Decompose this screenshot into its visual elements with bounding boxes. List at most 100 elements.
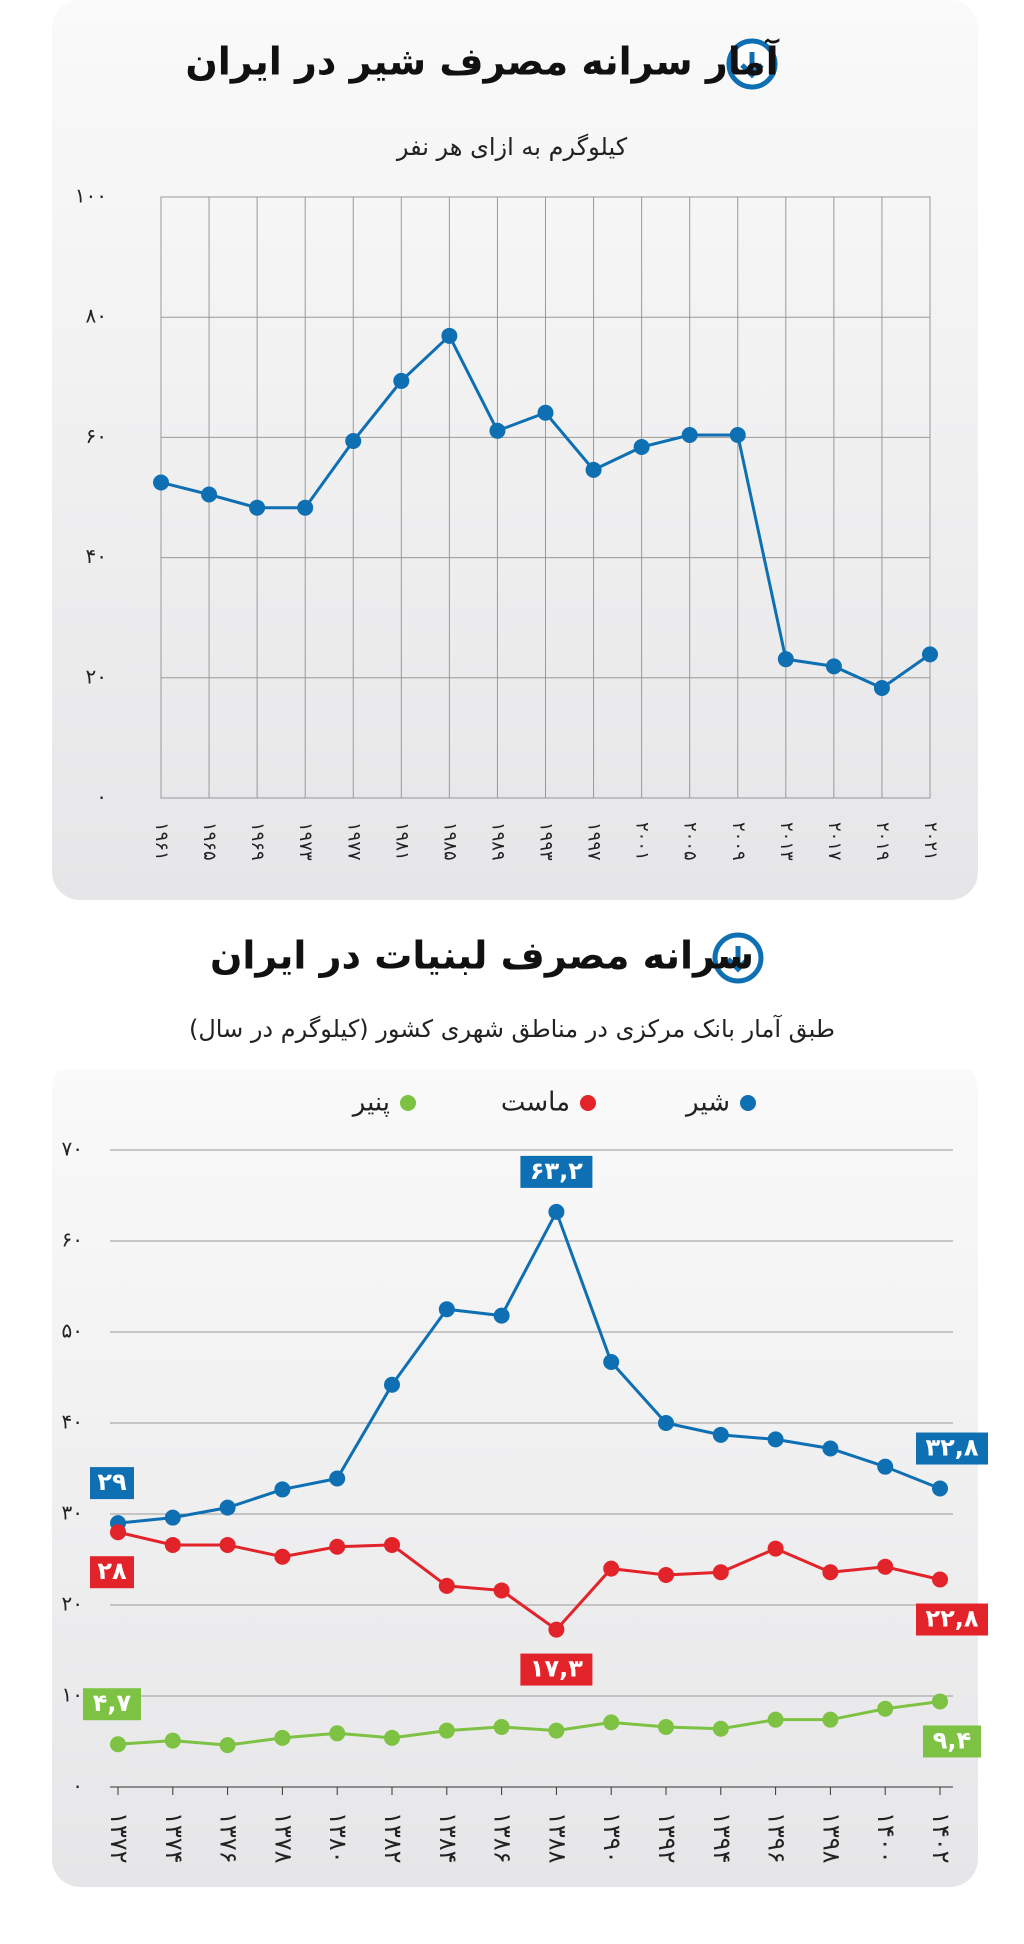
data-point (441, 327, 458, 344)
x-tick-label: ۱۳۸۰ (324, 1812, 352, 1864)
x-tick-label: ۱۳۹۰ (598, 1812, 626, 1864)
y-tick-label: ۴۰ (86, 544, 107, 568)
value-label-bg (916, 1603, 988, 1636)
x-tick-label: ۲۰۱۳ (776, 822, 797, 861)
data-point (603, 1714, 620, 1731)
x-tick-label: ۲۰۱۷ (824, 822, 845, 861)
legend-marker (580, 1095, 596, 1111)
y-tick-label: ۶۰ (62, 1228, 83, 1252)
data-point (548, 1722, 565, 1739)
value-label-bg (90, 1467, 134, 1500)
x-tick-label: ۱۳۷۴ (160, 1812, 188, 1864)
data-point (438, 1577, 455, 1594)
y-tick-label: ۰ (72, 1774, 83, 1798)
data-point (489, 422, 506, 439)
data-point (603, 1560, 620, 1577)
data-point (110, 1736, 126, 1753)
value-label-bg (83, 1688, 141, 1721)
data-point (110, 1524, 126, 1541)
data-point (712, 1564, 729, 1581)
y-tick-label: ۰ (96, 785, 107, 809)
x-tick-label: ۱۳۷۶ (215, 1812, 243, 1864)
data-point (297, 499, 314, 516)
value-label: ۶۳,۲ (530, 1157, 583, 1185)
data-point (777, 651, 794, 668)
chart-subtitle: طبق آمار بانک مرکزی در مناطق شهری کشور (… (189, 1014, 835, 1043)
data-point (932, 1571, 948, 1588)
data-point (493, 1582, 510, 1599)
x-tick-label: ۱۳۸۲ (379, 1812, 407, 1864)
legend-label: پنیر (351, 1088, 390, 1118)
data-point (537, 404, 554, 421)
x-tick-label: ۱۹۹۳ (536, 822, 557, 861)
y-tick-label: ۷۰ (62, 1137, 83, 1161)
y-tick-label: ۱۰۰ (75, 184, 107, 208)
x-tick-label: ۱۳۹۲ (653, 1812, 681, 1864)
data-point (633, 439, 650, 456)
value-label: ۱۷,۳ (530, 1655, 583, 1683)
x-tick-label: ۱۹۶۹ (247, 822, 268, 861)
legend-label: ماست (501, 1088, 570, 1118)
x-tick-label: ۱۳۷۸ (269, 1812, 297, 1864)
value-label-bg (90, 1556, 134, 1589)
data-point (345, 433, 362, 450)
data-point (249, 499, 266, 516)
data-point (274, 1481, 291, 1498)
data-point (825, 658, 842, 675)
data-point (873, 680, 890, 697)
x-tick-label: ۱۳۸۸ (543, 1812, 571, 1864)
plot-frame (160, 196, 931, 799)
y-tick-label: ۵۰ (62, 1319, 83, 1343)
panel (52, 1060, 978, 1887)
x-tick-label: ۲۰۲۱ (920, 822, 941, 861)
x-tick-label: ۱۳۹۴ (708, 1812, 736, 1864)
y-tick-label: ۲۰ (62, 1592, 83, 1616)
panel (52, 0, 978, 900)
value-label: ۳۲,۸ (925, 1434, 978, 1462)
chart-subtitle: کیلوگرم به ازای هر نفر (396, 133, 628, 161)
data-point (822, 1711, 839, 1728)
data-point (658, 1718, 674, 1735)
data-point (493, 1718, 510, 1735)
value-label: ۲۲,۸ (925, 1605, 978, 1633)
value-label: ۴,۷ (93, 1689, 132, 1717)
data-point (603, 1354, 620, 1371)
icon (712, 932, 764, 984)
data-point (384, 1536, 400, 1553)
x-tick-label: ۱۳۷۲ (105, 1812, 133, 1864)
x-tick-label: ۱۹۷۷ (343, 822, 364, 861)
x-tick-label: ۱۹۷۳ (295, 822, 316, 861)
data-point (658, 1415, 674, 1431)
y-tick-label: ۱۰ (62, 1683, 83, 1707)
data-point (877, 1700, 894, 1717)
x-tick-label: ۱۹۸۵ (439, 822, 460, 861)
gap (52, 900, 978, 1070)
x-tick-label: ۱۹۸۱ (391, 822, 412, 861)
data-point (822, 1564, 839, 1581)
y-tick-label: ۲۰ (86, 664, 107, 688)
y-tick-label: ۶۰ (86, 424, 107, 448)
data-point (393, 372, 410, 389)
data-point (164, 1509, 181, 1526)
data-point (729, 426, 746, 443)
value-label: ۲۹ (97, 1468, 127, 1496)
data-point (164, 1536, 181, 1553)
series-line (117, 1699, 941, 1747)
data-point (767, 1431, 784, 1448)
data-point (767, 1540, 784, 1557)
data-point (585, 461, 602, 478)
x-tick-label: ۱۹۶۵ (199, 822, 220, 861)
data-point (274, 1729, 291, 1746)
data-point (201, 486, 218, 503)
y-tick-label: ۳۰ (62, 1501, 83, 1525)
legend-marker (400, 1095, 416, 1111)
data-point (384, 1376, 400, 1393)
data-point (438, 1722, 455, 1739)
value-label-bg (923, 1725, 981, 1758)
data-point (822, 1440, 839, 1457)
legend-label: شیر (684, 1088, 730, 1118)
data-point (767, 1711, 784, 1728)
series-line (117, 1208, 941, 1525)
value-label-bg (520, 1155, 593, 1188)
